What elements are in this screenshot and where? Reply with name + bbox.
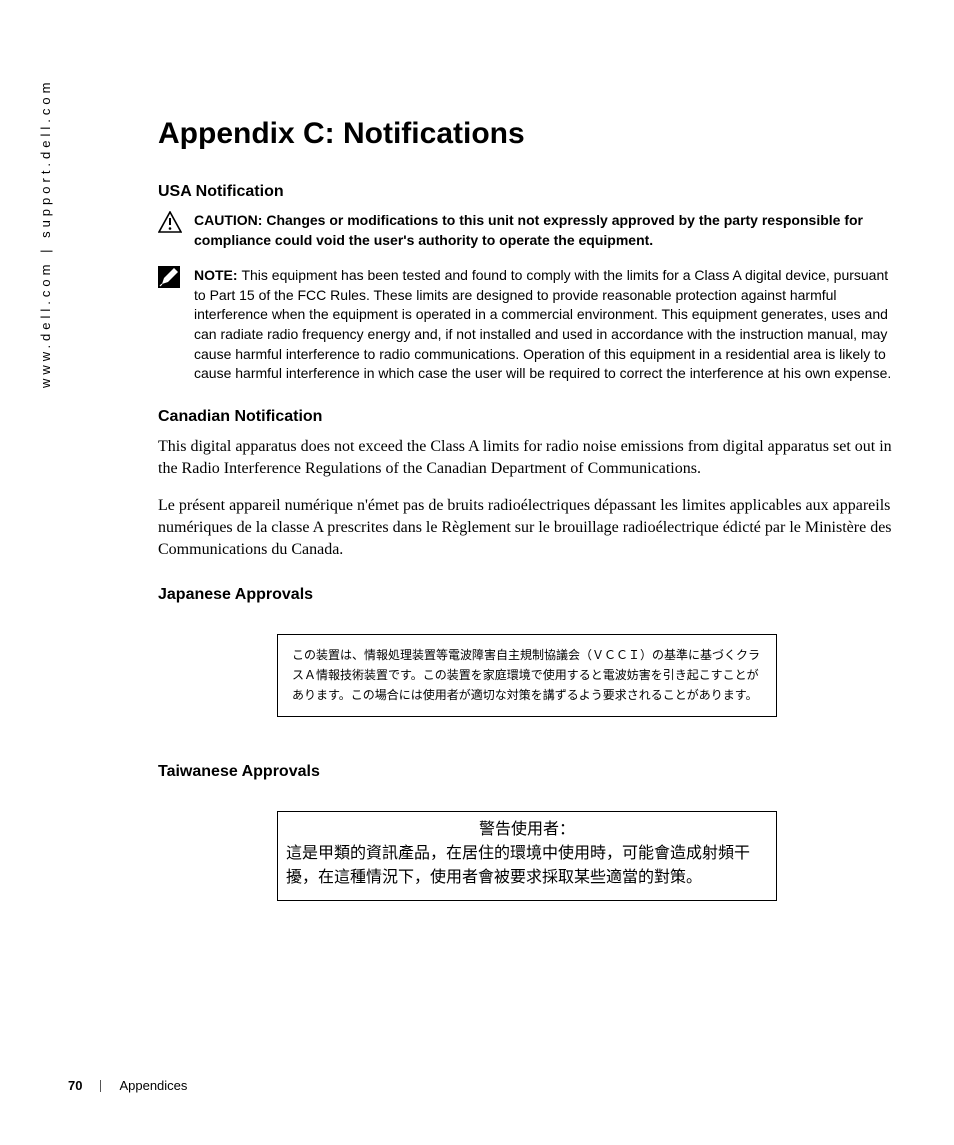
note-body: This equipment has been tested and found… [194,267,891,381]
note-text: NOTE: This equipment has been tested and… [194,266,896,384]
caution-block: CAUTION: Changes or modifications to thi… [158,211,896,250]
canadian-para-en: This digital apparatus does not exceed t… [158,436,896,481]
sidebar-url: www.dell.com | support.dell.com [38,79,53,388]
page-number: 70 [68,1078,82,1093]
note-block: NOTE: This equipment has been tested and… [158,266,896,384]
page-title: Appendix C: Notifications [158,117,896,151]
taiwanese-title-line: 警告使用者： [286,818,768,842]
taiwanese-notice-box: 警告使用者： 這是甲類的資訊產品，在居住的環境中使用時，可能會造成射頻干擾，在這… [277,811,777,901]
heading-taiwanese: Taiwanese Approvals [158,763,896,781]
caution-triangle-icon [158,211,194,233]
caution-body: Changes or modifications to this unit no… [194,212,863,248]
japanese-notice-box: この装置は、情報処理装置等電波障害自主規制協議会（ＶＣＣＩ）の基準に基づくクラス… [277,634,777,717]
note-label: NOTE: [194,267,241,283]
heading-usa: USA Notification [158,183,896,201]
heading-japanese: Japanese Approvals [158,586,896,604]
page-content: Appendix C: Notifications USA Notificati… [158,117,896,901]
footer-section-label: Appendices [119,1078,187,1093]
taiwanese-body-line: 這是甲類的資訊產品，在居住的環境中使用時，可能會造成射頻干擾，在這種情況下，使用… [286,845,750,886]
caution-text: CAUTION: Changes or modifications to thi… [194,211,896,250]
caution-label: CAUTION: [194,212,266,228]
heading-canadian: Canadian Notification [158,408,896,426]
canadian-para-fr: Le présent appareil numérique n'émet pas… [158,495,896,562]
footer-divider [100,1080,101,1092]
note-pencil-icon [158,266,194,288]
page-footer: 70 Appendices [68,1078,187,1093]
